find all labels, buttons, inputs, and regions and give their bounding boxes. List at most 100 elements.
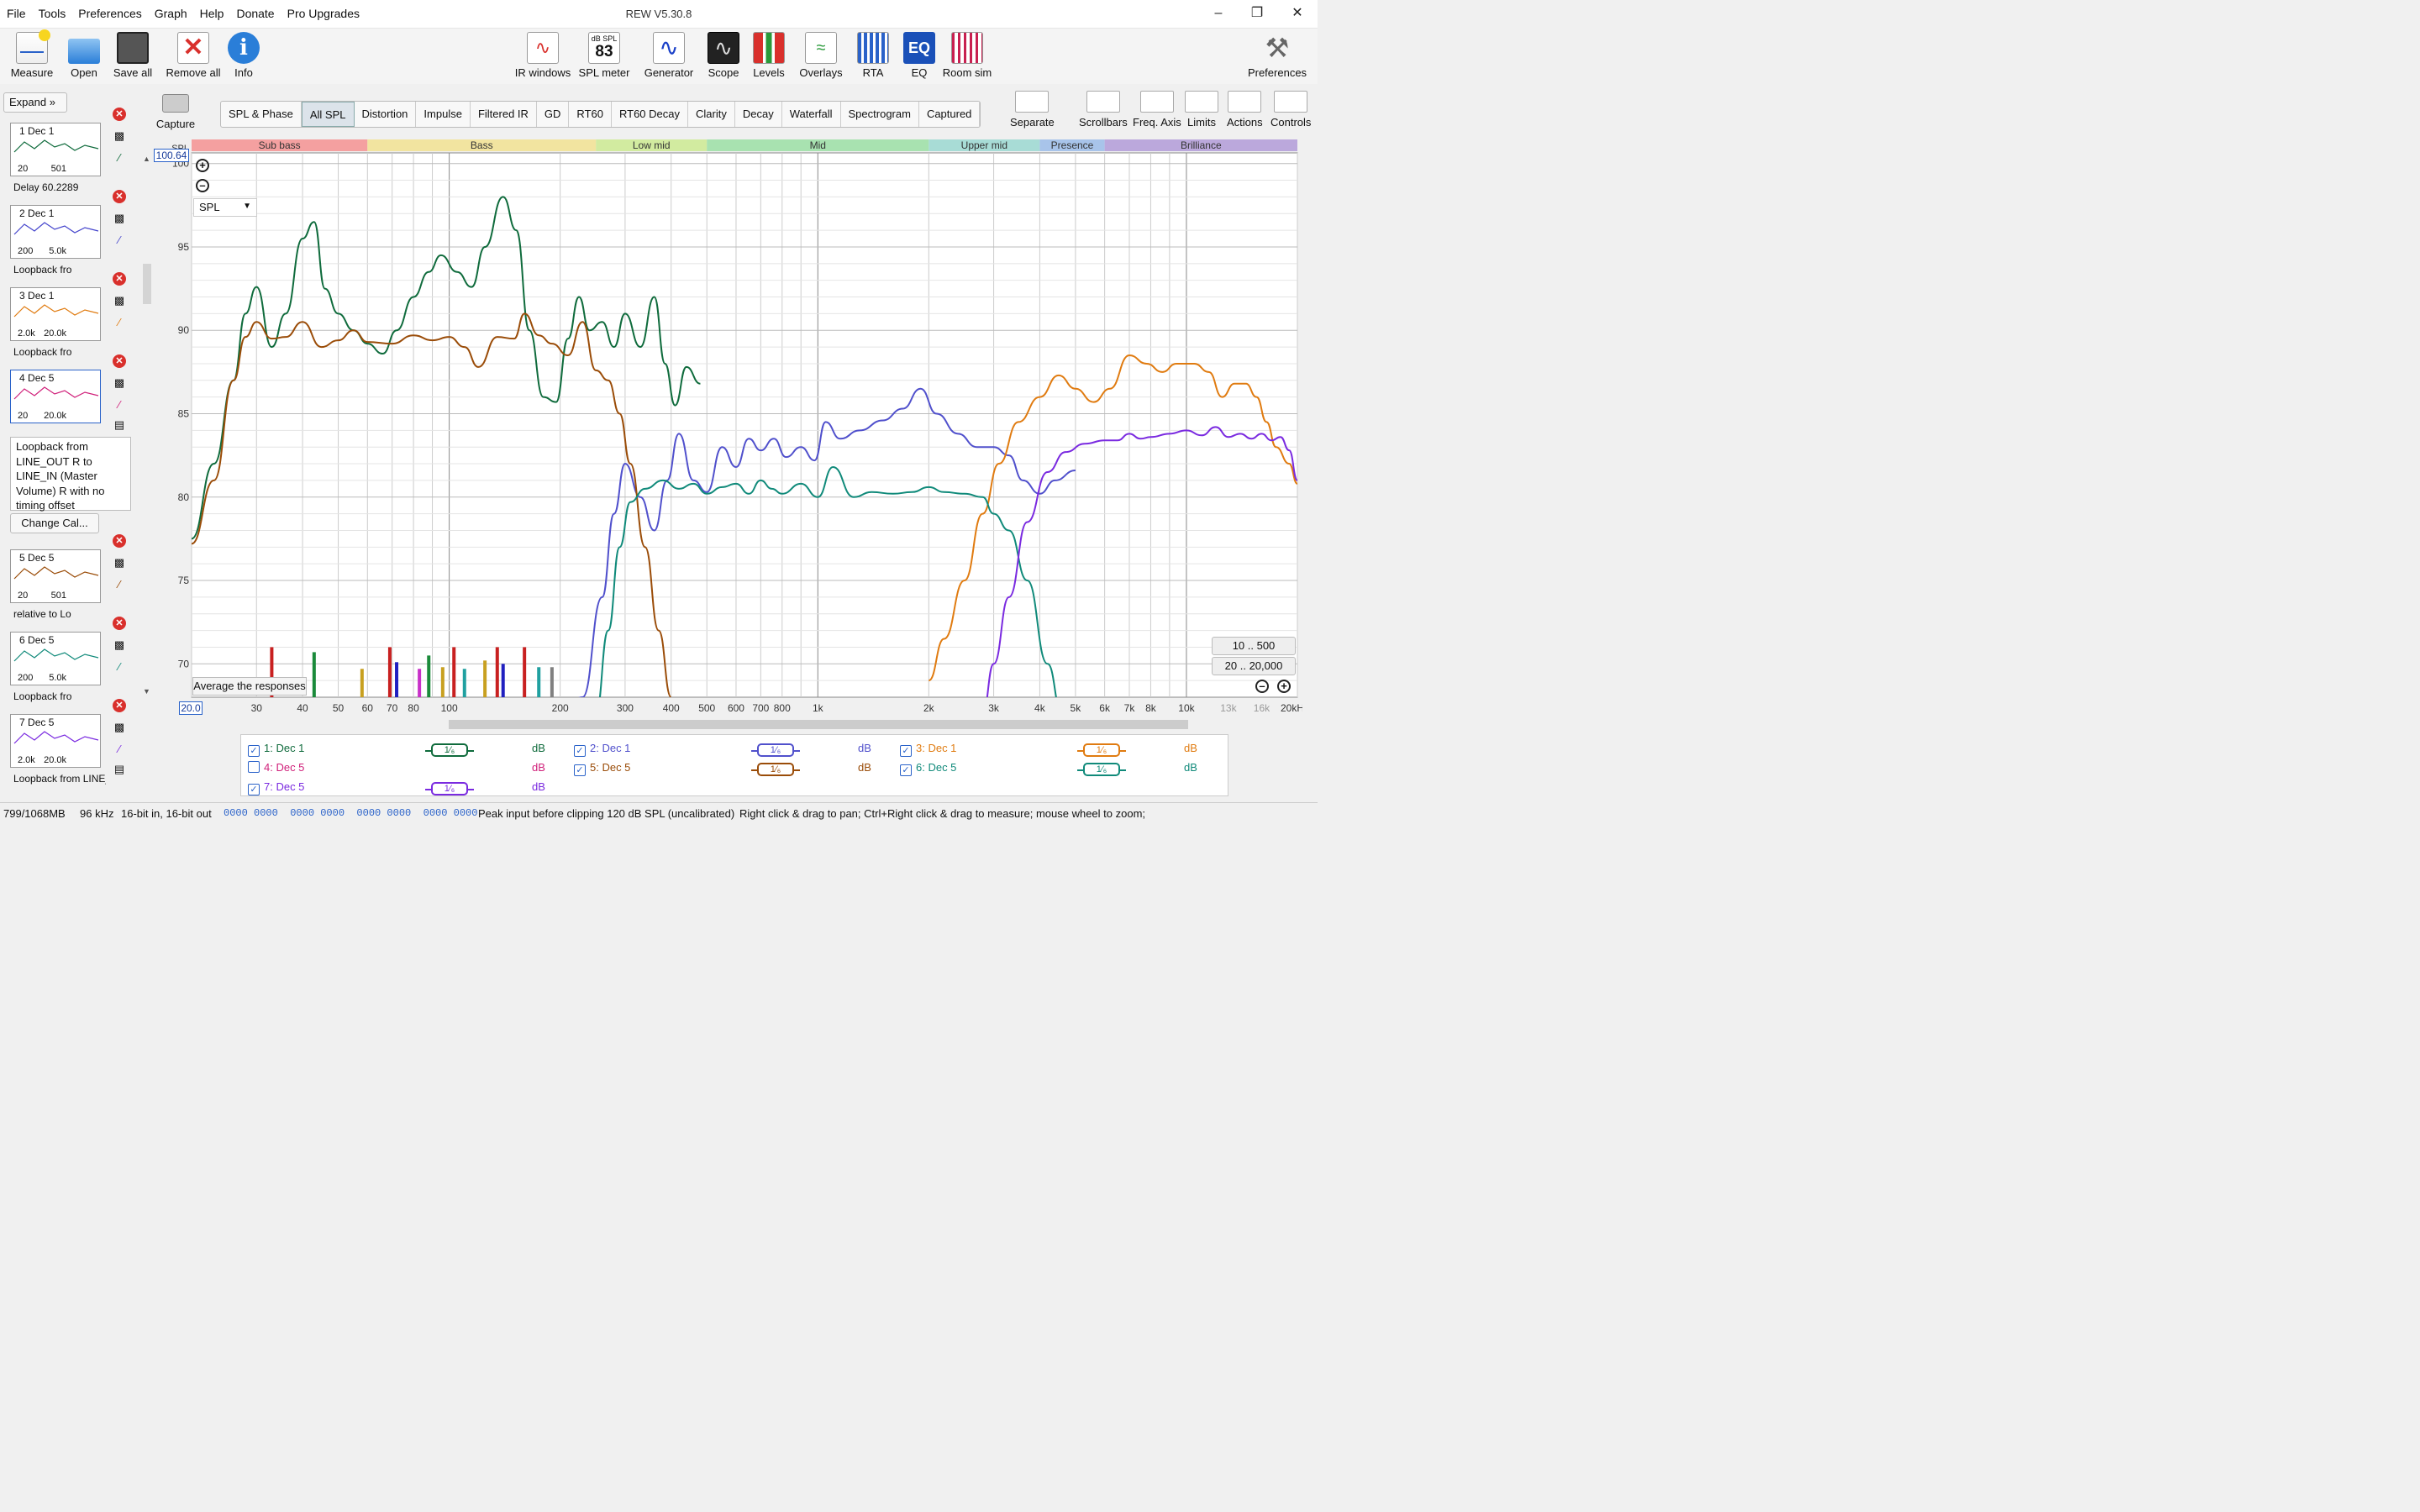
remove-measurement-icon[interactable]: ✕ bbox=[113, 272, 126, 286]
series-line-2[interactable] bbox=[560, 387, 1076, 714]
measure-button[interactable]: Measure bbox=[2, 29, 62, 79]
menu-tools[interactable]: Tools bbox=[38, 7, 66, 20]
series-line-1[interactable] bbox=[192, 196, 701, 540]
panel-scrollbar[interactable] bbox=[143, 264, 151, 304]
remove-measurement-icon[interactable]: ✕ bbox=[113, 354, 126, 368]
menu-graph[interactable]: Graph bbox=[154, 7, 187, 20]
x-start-readout[interactable]: 20.0 bbox=[179, 701, 203, 715]
tab-decay[interactable]: Decay bbox=[735, 102, 782, 127]
restore-icon[interactable]: ❐ bbox=[1250, 6, 1264, 20]
tab-impulse[interactable]: Impulse bbox=[416, 102, 471, 127]
series-line-6[interactable] bbox=[982, 426, 1297, 713]
save-measurement-icon[interactable]: ▩ bbox=[113, 638, 125, 651]
checked-icon[interactable]: ✓ bbox=[900, 764, 912, 776]
limits-button[interactable]: Limits bbox=[1185, 91, 1218, 129]
menu-pro-upgrades[interactable]: Pro Upgrades bbox=[287, 7, 360, 20]
measurement-1[interactable]: 1 Dec 1 20 501 ✕ ▩ ∕ Delay 60.2289 bbox=[5, 108, 131, 198]
remove-measurement-icon[interactable]: ✕ bbox=[113, 108, 126, 121]
smoothing-selector[interactable]: 1⁄₆ bbox=[751, 743, 800, 757]
range-20-20000-button[interactable]: 20 .. 20,000 bbox=[1212, 657, 1296, 675]
checked-icon[interactable]: ✓ bbox=[248, 784, 260, 795]
horizontal-scroll-thumb[interactable] bbox=[449, 720, 1188, 729]
tab-spl-phase[interactable]: SPL & Phase bbox=[221, 102, 302, 127]
zoom-in-icon[interactable]: + bbox=[196, 159, 209, 172]
menu-preferences[interactable]: Preferences bbox=[78, 7, 142, 20]
smoothing-selector[interactable]: 1⁄₆ bbox=[1077, 743, 1126, 757]
measurement-3[interactable]: 3 Dec 1 2.0k 20.0k ✕ ▩ ∕ Loopback fro bbox=[5, 272, 131, 363]
capture-button[interactable]: Capture bbox=[155, 94, 196, 130]
range-10-500-button[interactable]: 10 .. 500 bbox=[1212, 637, 1296, 655]
tab-filtered-ir[interactable]: Filtered IR bbox=[471, 102, 537, 127]
remove-measurement-icon[interactable]: ✕ bbox=[113, 617, 126, 630]
actions-button[interactable]: Actions bbox=[1227, 91, 1263, 129]
levels-button[interactable]: Levels bbox=[739, 32, 799, 79]
tab-rt60[interactable]: RT60 bbox=[569, 102, 612, 127]
menu-help[interactable]: Help bbox=[199, 7, 224, 20]
smoothing-selector[interactable]: 1⁄₆ bbox=[425, 782, 474, 795]
measurement-thumbnail[interactable]: 2 Dec 1 200 5.0k bbox=[10, 205, 101, 259]
zoom-out-x-icon[interactable]: – bbox=[1255, 680, 1269, 693]
line-colour-icon[interactable]: ∕ bbox=[118, 743, 121, 755]
spl-graph[interactable]: Sub bass Bass Low mid Mid Upper mid Presence B… bbox=[151, 134, 1302, 719]
generator-button[interactable]: ∿ Generator bbox=[639, 32, 699, 79]
separate-button[interactable]: Separate bbox=[1010, 91, 1055, 129]
checked-icon[interactable]: ✓ bbox=[574, 764, 586, 776]
tab-distortion[interactable]: Distortion bbox=[355, 102, 417, 127]
preferences-button[interactable]: ⚒ Preferences bbox=[1247, 33, 1307, 79]
tab-captured[interactable]: Captured bbox=[919, 102, 981, 127]
measurement-thumbnail[interactable]: 3 Dec 1 2.0k 20.0k bbox=[10, 287, 101, 341]
series-line-5[interactable] bbox=[596, 466, 1062, 714]
zoom-in-x-icon[interactable]: + bbox=[1277, 680, 1291, 693]
remove-measurement-icon[interactable]: ✕ bbox=[113, 699, 126, 712]
average-responses-button[interactable]: Average the responses bbox=[192, 677, 307, 696]
plot-area[interactable] bbox=[191, 152, 1298, 698]
measurement-thumbnail[interactable]: 4 Dec 5 20 20.0k bbox=[10, 370, 101, 423]
tab-spectrogram[interactable]: Spectrogram bbox=[841, 102, 919, 127]
line-colour-icon[interactable]: ∕ bbox=[118, 398, 121, 411]
eq-button[interactable]: EQ EQ bbox=[889, 32, 950, 79]
line-colour-icon[interactable]: ∕ bbox=[118, 151, 121, 164]
checked-icon[interactable]: ✓ bbox=[900, 745, 912, 757]
info-button[interactable]: i Info bbox=[213, 32, 274, 79]
save-measurement-icon[interactable]: ▩ bbox=[113, 212, 125, 224]
scroll-up-icon[interactable]: ▲ bbox=[143, 155, 150, 163]
save-measurement-icon[interactable]: ▩ bbox=[113, 556, 125, 569]
measurement-5[interactable]: 5 Dec 5 20 501 ✕ ▩ ∕ relative to Lo bbox=[5, 534, 131, 625]
smoothing-selector[interactable]: 1⁄₆ bbox=[1077, 763, 1126, 776]
checked-icon[interactable]: ✓ bbox=[574, 745, 586, 757]
ir-windows-button[interactable]: ∿ IR windows bbox=[513, 32, 573, 79]
measurement-thumbnail[interactable]: 6 Dec 5 200 5.0k bbox=[10, 632, 101, 685]
measurement-thumbnail[interactable]: 1 Dec 1 20 501 bbox=[10, 123, 101, 176]
open-button[interactable]: Open bbox=[54, 32, 114, 79]
save-all-button[interactable]: Save all bbox=[103, 32, 163, 79]
unchecked-icon[interactable] bbox=[248, 761, 260, 773]
remove-measurement-icon[interactable]: ✕ bbox=[113, 534, 126, 548]
measurement-thumbnail[interactable]: 5 Dec 5 20 501 bbox=[10, 549, 101, 603]
line-colour-icon[interactable]: ∕ bbox=[118, 660, 121, 673]
rta-button[interactable]: RTA bbox=[843, 32, 903, 79]
controls-button[interactable]: Controls bbox=[1270, 91, 1311, 129]
measurement-2[interactable]: 2 Dec 1 200 5.0k ✕ ▩ ∕ Loopback fro bbox=[5, 190, 131, 281]
close-icon[interactable]: ✕ bbox=[1292, 6, 1303, 20]
tab-all-spl[interactable]: All SPL bbox=[301, 102, 355, 127]
save-measurement-icon[interactable]: ▩ bbox=[113, 376, 125, 389]
series-line-3[interactable] bbox=[928, 354, 1297, 682]
notes-icon[interactable]: ▤ bbox=[113, 418, 125, 431]
line-colour-icon[interactable]: ∕ bbox=[118, 578, 121, 591]
remove-measurement-icon[interactable]: ✕ bbox=[113, 190, 126, 203]
measurement-4[interactable]: 4 Dec 5 20 20.0k ✕ ▩ ∕ ▤ bbox=[5, 354, 131, 445]
expand-button[interactable]: Expand » bbox=[3, 92, 67, 113]
measurement-notes[interactable]: Loopback from LINE_OUT R to LINE_IN (Mas… bbox=[10, 437, 131, 512]
save-measurement-icon[interactable]: ▩ bbox=[113, 294, 125, 307]
y-axis-select[interactable]: SPL ▼ bbox=[193, 198, 257, 217]
zoom-out-icon[interactable]: – bbox=[196, 179, 209, 192]
overlays-button[interactable]: ≈ Overlays bbox=[791, 32, 851, 79]
measurement-6[interactable]: 6 Dec 5 200 5.0k ✕ ▩ ∕ Loopback fro bbox=[5, 617, 131, 707]
smoothing-selector[interactable]: 1⁄₆ bbox=[751, 763, 800, 776]
tab-rt60-decay[interactable]: RT60 Decay bbox=[612, 102, 688, 127]
menu-donate[interactable]: Donate bbox=[236, 7, 275, 20]
tab-waterfall[interactable]: Waterfall bbox=[782, 102, 841, 127]
change-cal-button[interactable]: Change Cal... bbox=[10, 513, 99, 533]
line-colour-icon[interactable]: ∕ bbox=[118, 234, 121, 246]
scrollbars-button[interactable]: Scrollbars bbox=[1079, 91, 1128, 129]
